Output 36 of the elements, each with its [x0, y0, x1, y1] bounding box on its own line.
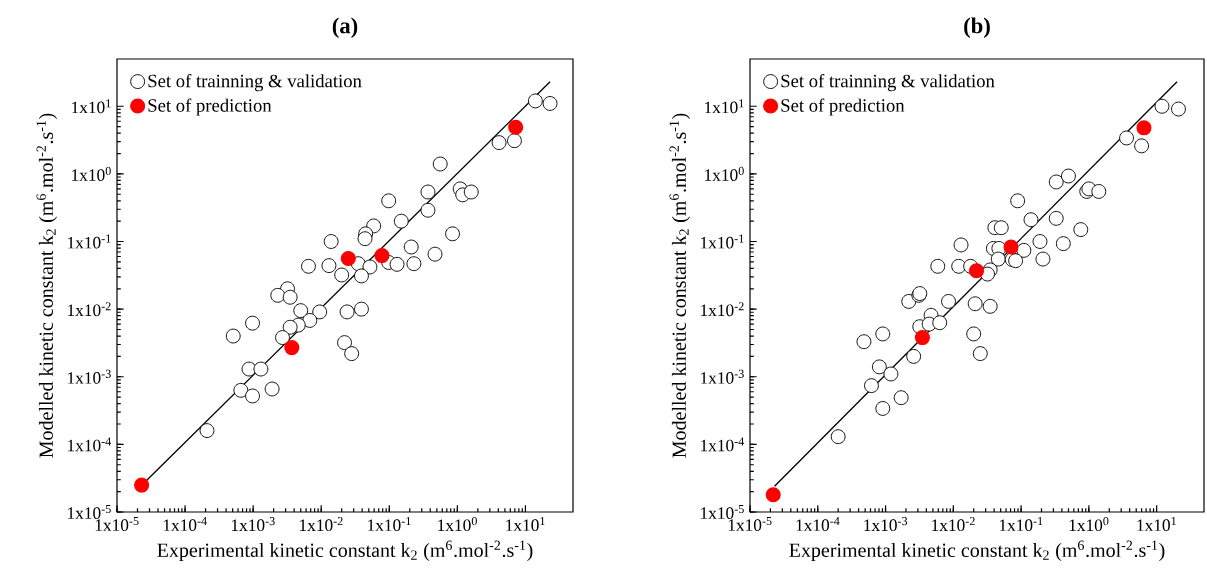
y-tick-label: 1x10$^{-4}$: [701, 437, 745, 452]
x-tick-label: 1x10$^{-3}$: [864, 517, 908, 532]
legend-label: Set of prediction: [148, 98, 272, 116]
x-tick-label: 1x10$^{0}$: [1069, 517, 1109, 532]
y-tick-label: 1x10$^{-1}$: [68, 234, 111, 249]
y-tick-label: 1x10$^{-3}$: [68, 369, 111, 384]
y-tick-label: 1x10$^{0}$: [705, 166, 744, 181]
y-tick-label: 1x10$^{0}$: [72, 166, 111, 181]
x-tick-label: 1x10$^{-4}$: [163, 517, 207, 532]
y-tick-label: 1x10$^{-4}$: [68, 437, 112, 452]
legend-label: Set of prediction: [781, 98, 905, 116]
x-tick-label: 1x10$^{0}$: [438, 517, 477, 532]
x-tick-label: 1x10$^{-4}$: [796, 517, 840, 532]
text: Modelled kinetic constant k$_{2}$ (m$^{6}$.mol$^{-2}$.s$^{-1}$): [669, 113, 691, 458]
y-tick-label: 1x10$^{1}$: [705, 99, 744, 114]
x-tick-label: 1x10$^{1}$: [506, 517, 545, 532]
x-tick-label: 1x10$^{-2}$: [300, 517, 343, 532]
y-tick-label: 1x10$^{-5}$: [701, 505, 744, 519]
y-tick-label: 1x10$^{-2}$: [701, 302, 744, 317]
x-tick-label: 1x10$^{-1}$: [368, 517, 411, 532]
y-tick-label: 1x10$^{1}$: [72, 99, 111, 114]
y-tick-label: 1x10$^{-1}$: [701, 234, 744, 249]
legend-label: Set of trainning & validation: [148, 73, 362, 92]
text: Experimental kinetic constant k$_{2}$ (m$^{6}$.mol$^{-2}$.s$^{-1}$): [157, 540, 533, 562]
x-tick-label: 1x10$^{1}$: [1137, 517, 1176, 532]
text: Experimental kinetic constant k$_{2}$ (m$^{6}$.mol$^{-2}$.s$^{-1}$): [789, 540, 1165, 562]
y-tick-label: 1x10$^{-5}$: [68, 505, 111, 519]
chart-title: (a): [332, 17, 358, 38]
x-tick-label: 1x10$^{-2}$: [932, 517, 975, 532]
x-tick-label: 1x10$^{-3}$: [231, 517, 275, 532]
x-tick-label: 1x10$^{-1}$: [999, 517, 1043, 532]
y-tick-label: 1x10$^{-3}$: [701, 369, 744, 384]
text: Modelled kinetic constant k$_{2}$ (m$^{6}$.mol$^{-2}$.s$^{-1}$): [36, 113, 58, 458]
chart-title: (b): [964, 17, 990, 38]
legend-label: Set of trainning & validation: [781, 73, 995, 92]
y-tick-label: 1x10$^{-2}$: [68, 302, 111, 317]
